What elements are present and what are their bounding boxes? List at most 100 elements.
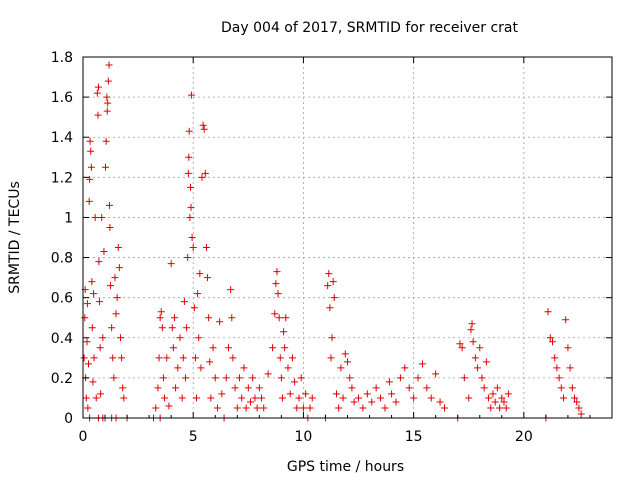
data-point — [84, 404, 92, 412]
data-point — [156, 314, 164, 322]
data-point — [359, 404, 367, 412]
data-point — [264, 370, 272, 378]
data-point — [187, 183, 195, 191]
data-point — [200, 125, 208, 133]
data-point — [189, 244, 197, 252]
data-point — [102, 137, 110, 145]
data-point — [113, 294, 121, 302]
data-point — [114, 244, 122, 252]
data-point — [284, 364, 292, 372]
data-point — [491, 398, 499, 406]
data-point — [251, 394, 259, 402]
data-point — [103, 107, 111, 115]
data-point — [227, 286, 235, 294]
data-point — [350, 398, 358, 406]
data-point — [546, 334, 554, 342]
x-tick-label: 15 — [405, 429, 423, 445]
data-point — [288, 354, 296, 362]
data-point — [213, 404, 221, 412]
data-point — [93, 89, 101, 97]
data-point — [278, 394, 286, 402]
data-point — [405, 384, 413, 392]
data-point — [118, 354, 126, 362]
data-point — [204, 274, 212, 282]
data-point — [274, 290, 282, 298]
data-point — [106, 223, 114, 231]
data-point — [168, 324, 176, 332]
x-tick-label: 0 — [79, 429, 88, 445]
data-point — [88, 324, 96, 332]
data-point — [571, 394, 579, 402]
data-point — [337, 364, 345, 372]
data-point — [187, 91, 195, 99]
data-point — [575, 404, 583, 412]
data-point — [222, 374, 230, 382]
data-point — [110, 374, 118, 382]
chart-title: Day 004 of 2017, SRMTID for receiver cra… — [221, 20, 518, 36]
data-point — [377, 394, 385, 402]
data-point — [392, 398, 400, 406]
data-point — [410, 394, 418, 402]
data-point — [83, 300, 91, 308]
data-point — [485, 394, 493, 402]
data-point — [560, 394, 568, 402]
data-point — [86, 137, 94, 145]
data-point — [258, 394, 266, 402]
data-point — [159, 374, 167, 382]
data-point — [99, 334, 107, 342]
data-point — [326, 304, 334, 312]
data-point — [344, 358, 351, 366]
data-point — [432, 370, 440, 378]
data-point — [209, 344, 217, 352]
data-point — [372, 384, 380, 392]
y-tick-label: 1.4 — [51, 130, 73, 146]
y-tick-label: 1.6 — [51, 90, 73, 106]
data-point — [381, 404, 389, 412]
data-point — [176, 334, 184, 342]
data-point — [551, 354, 559, 362]
data-point — [172, 384, 180, 392]
data-point — [90, 290, 98, 298]
data-point — [308, 394, 316, 402]
data-point — [155, 354, 163, 362]
data-point — [198, 173, 206, 181]
data-point — [85, 197, 93, 205]
data-point — [82, 394, 90, 402]
data-point — [115, 264, 123, 272]
data-point — [103, 93, 111, 101]
data-point — [240, 364, 248, 372]
data-point — [170, 314, 178, 322]
data-point — [277, 374, 285, 382]
data-point — [280, 328, 288, 336]
y-tick-label: 1 — [64, 210, 73, 226]
data-point — [104, 77, 112, 85]
data-point — [295, 394, 303, 402]
data-point — [297, 374, 305, 382]
data-point — [418, 360, 426, 368]
data-point — [548, 338, 556, 346]
y-axis-label: SRMTID / TECUs — [7, 181, 23, 294]
data-point — [348, 384, 356, 392]
data-point — [80, 354, 88, 362]
data-point — [487, 404, 495, 412]
data-point — [97, 390, 105, 398]
data-point — [281, 344, 289, 352]
data-point — [271, 310, 279, 318]
data-point — [158, 324, 166, 332]
data-point — [269, 344, 277, 352]
data-point — [101, 163, 109, 171]
data-point — [414, 374, 422, 382]
data-point — [465, 394, 473, 402]
data-point — [178, 394, 186, 402]
data-point — [183, 324, 191, 332]
data-point — [89, 378, 97, 386]
data-point — [553, 364, 561, 372]
data-point — [92, 394, 100, 402]
data-point — [482, 358, 490, 366]
data-point — [247, 398, 255, 406]
data-point — [329, 278, 337, 286]
data-point — [161, 394, 169, 402]
data-point — [184, 169, 192, 177]
data-point — [480, 384, 488, 392]
